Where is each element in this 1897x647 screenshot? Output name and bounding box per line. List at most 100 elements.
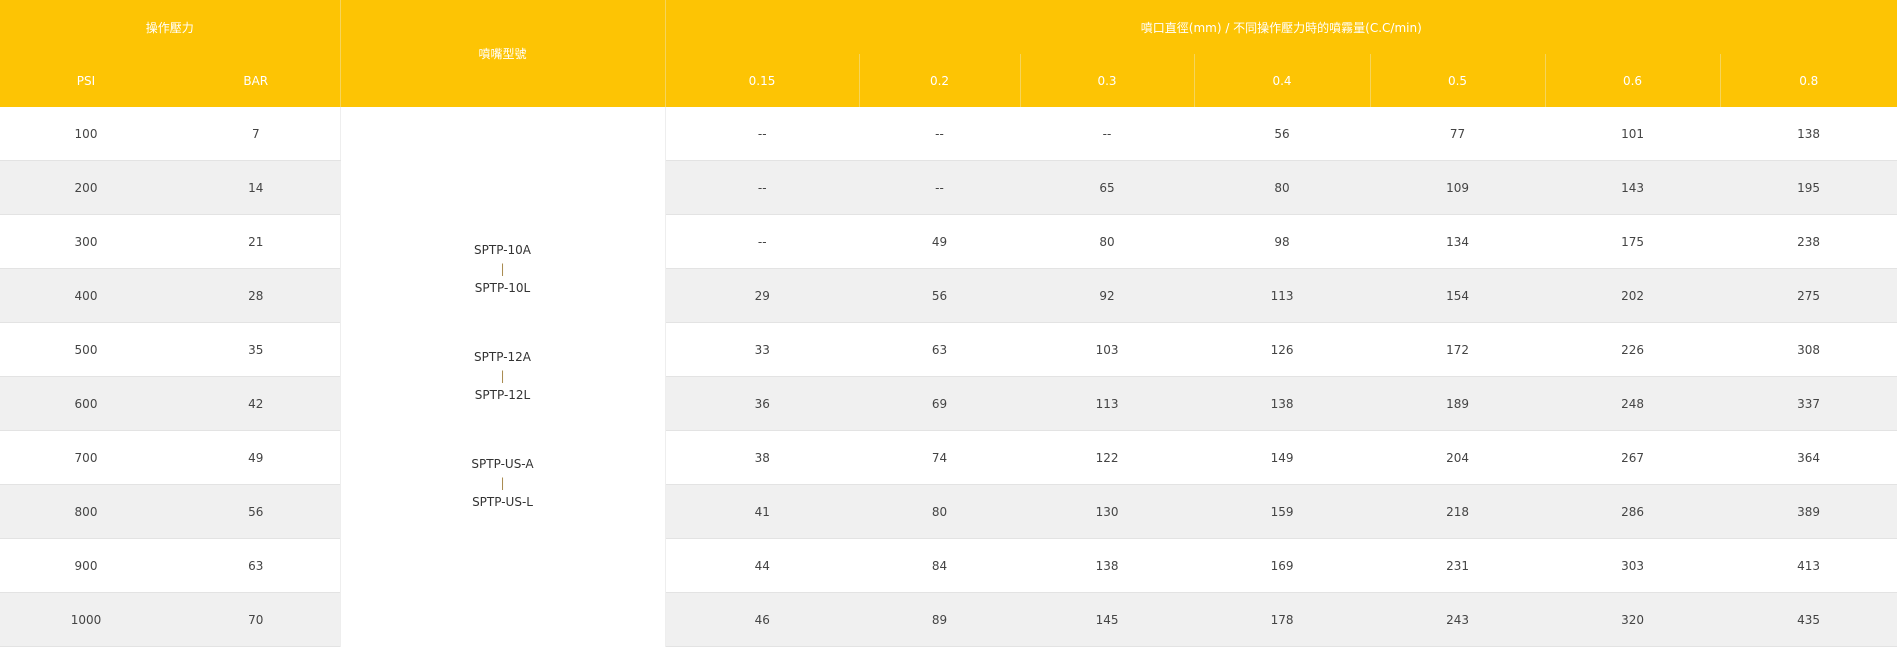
flow-cell: 154 <box>1370 268 1546 323</box>
flow-cell: 113 <box>1020 376 1195 431</box>
flow-cell: -- <box>665 160 860 215</box>
bar-cell: 63 <box>172 538 341 593</box>
flow-cell: 169 <box>1194 538 1371 593</box>
bar-cell: 70 <box>172 592 341 647</box>
flow-cell: 248 <box>1545 376 1721 431</box>
flow-cell: 267 <box>1545 430 1721 485</box>
model-cell: SPTP-10A | SPTP-10L SPTP-12A | SPTP-12L SPTP-U… <box>339 107 666 647</box>
model-name: SPTP-12L <box>474 388 531 403</box>
flow-cell: 33 <box>665 322 860 377</box>
bar-cell: 42 <box>172 376 341 431</box>
flow-cell: 308 <box>1720 322 1897 377</box>
flow-cell: 195 <box>1720 160 1897 215</box>
flow-cell: 413 <box>1720 538 1897 593</box>
table-row: 100 7 SPTP-10A | SPTP-10L SPTP-12A | SPTP-12L SP… <box>0 107 1897 647</box>
bar-header: BAR <box>172 54 341 107</box>
flow-cell: 36 <box>665 376 860 431</box>
table-row: 900 63 44 84 138 169 231 303 413 <box>0 538 1897 593</box>
flow-cell: 126 <box>1194 322 1371 377</box>
diameter-header: 0.3 <box>1019 54 1195 107</box>
flow-cell: 389 <box>1720 484 1897 539</box>
flow-cell: 159 <box>1194 484 1371 539</box>
flow-header: 噴口直徑(mm) / 不同操作壓力時的噴霧量(C.C/min) <box>664 0 1897 54</box>
psi-cell: 300 <box>0 214 172 269</box>
diameter-header: 0.6 <box>1544 54 1721 107</box>
flow-cell: 138 <box>1020 538 1195 593</box>
psi-cell: 600 <box>0 376 172 431</box>
psi-header: PSI <box>0 54 172 107</box>
model-separator: | <box>500 262 505 277</box>
flow-cell: 46 <box>665 592 860 647</box>
flow-cell: 101 <box>1545 107 1721 161</box>
flow-cell: 143 <box>1545 160 1721 215</box>
diameter-header: 0.2 <box>858 54 1021 107</box>
flow-cell: 74 <box>859 430 1021 485</box>
flow-cell: 80 <box>1020 214 1195 269</box>
model-name: SPTP-10A <box>474 243 531 258</box>
flow-cell: 275 <box>1720 268 1897 323</box>
psi-cell: 400 <box>0 268 172 323</box>
table-row: 1000 70 46 89 145 178 243 320 435 <box>0 592 1897 647</box>
flow-cell: -- <box>665 107 860 161</box>
flow-cell: 29 <box>665 268 860 323</box>
flow-cell: 138 <box>1720 107 1897 161</box>
psi-cell: 500 <box>0 322 172 377</box>
flow-cell: 80 <box>859 484 1021 539</box>
flow-cell: 38 <box>665 430 860 485</box>
psi-cell: 200 <box>0 160 172 215</box>
pressure-header: 操作壓力 <box>0 0 341 54</box>
bar-cell: 28 <box>172 268 341 323</box>
diameter-header: 0.4 <box>1193 54 1371 107</box>
flow-cell: 113 <box>1194 268 1371 323</box>
diameter-header: 0.15 <box>664 54 860 107</box>
bar-cell: 7 <box>172 107 341 161</box>
flow-cell: 303 <box>1545 538 1721 593</box>
flow-cell: 435 <box>1720 592 1897 647</box>
flow-cell: 41 <box>665 484 860 539</box>
table-row: 200 14 -- -- 65 80 109 143 195 <box>0 160 1897 215</box>
psi-cell: 1000 <box>0 592 172 647</box>
flow-cell: 231 <box>1370 538 1546 593</box>
flow-cell: 56 <box>859 268 1021 323</box>
flow-cell: 130 <box>1020 484 1195 539</box>
flow-cell: 337 <box>1720 376 1897 431</box>
flow-cell: 320 <box>1545 592 1721 647</box>
bar-cell: 56 <box>172 484 341 539</box>
flow-cell: 103 <box>1020 322 1195 377</box>
flow-cell: 138 <box>1194 376 1371 431</box>
flow-cell: 145 <box>1020 592 1195 647</box>
bar-cell: 14 <box>172 160 341 215</box>
flow-cell: 77 <box>1370 107 1546 161</box>
model-separator: | <box>500 369 505 384</box>
flow-cell: -- <box>859 160 1021 215</box>
flow-cell: 238 <box>1720 214 1897 269</box>
flow-cell: 178 <box>1194 592 1371 647</box>
flow-cell: 204 <box>1370 430 1546 485</box>
flow-cell: -- <box>1020 107 1195 161</box>
table-row: 700 49 38 74 122 149 204 267 364 <box>0 430 1897 485</box>
bar-cell: 49 <box>172 430 341 485</box>
model-name: SPTP-US-A <box>471 457 534 472</box>
flow-cell: 243 <box>1370 592 1546 647</box>
bar-cell: 21 <box>172 214 341 269</box>
flow-cell: 364 <box>1720 430 1897 485</box>
psi-cell: 100 <box>0 107 172 161</box>
flow-cell: 65 <box>1020 160 1195 215</box>
psi-cell: 900 <box>0 538 172 593</box>
flow-cell: -- <box>665 214 860 269</box>
model-separator: | <box>500 476 505 491</box>
flow-cell: 80 <box>1194 160 1371 215</box>
model-group: SPTP-10A | SPTP-10L <box>342 241 664 298</box>
flow-cell: 175 <box>1545 214 1721 269</box>
flow-cell: 189 <box>1370 376 1546 431</box>
model-header: 噴嘴型號 <box>339 0 666 107</box>
table-row: 600 42 36 69 113 138 189 248 337 <box>0 376 1897 431</box>
flow-cell: 98 <box>1194 214 1371 269</box>
flow-cell: 109 <box>1370 160 1546 215</box>
table-row: 800 56 41 80 130 159 218 286 389 <box>0 484 1897 539</box>
table-row: 300 21 -- 49 80 98 134 175 238 <box>0 214 1897 269</box>
flow-cell: 49 <box>859 214 1021 269</box>
flow-cell: 84 <box>859 538 1021 593</box>
flow-cell: 226 <box>1545 322 1721 377</box>
model-name: SPTP-10L <box>474 281 531 296</box>
